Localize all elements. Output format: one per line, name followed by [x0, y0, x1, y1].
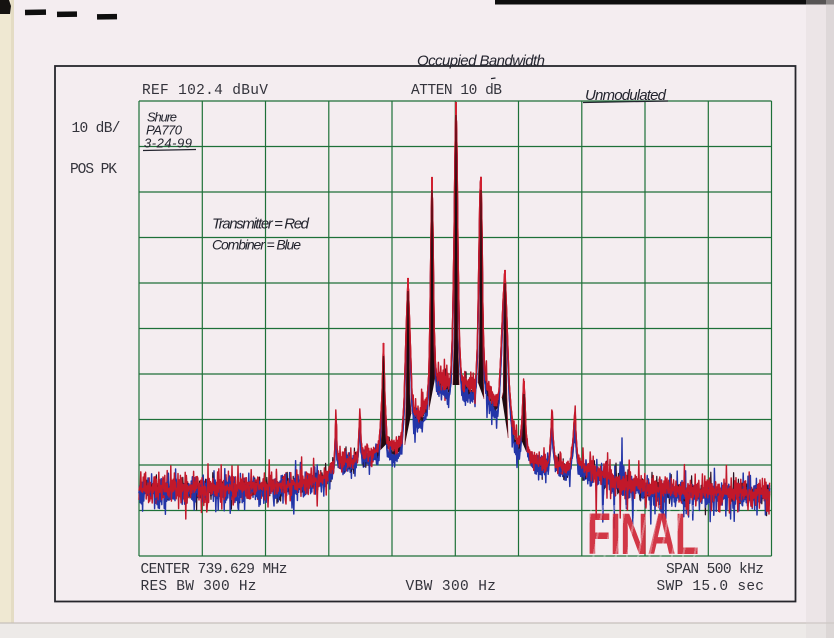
svg-text:Transmitter = Red: Transmitter = Red — [212, 216, 310, 233]
svg-text:SPAN 500 kHz: SPAN 500 kHz — [666, 562, 764, 578]
svg-text:RES BW 300 Hz: RES BW 300 Hz — [141, 579, 257, 595]
svg-text:3-24-99: 3-24-99 — [144, 136, 192, 151]
svg-text:VBW 300 Hz: VBW 300 Hz — [406, 579, 497, 595]
svg-text:Occupied Bandwidth: Occupied Bandwidth — [417, 53, 545, 70]
svg-text:REF 102.4 dBuV: REF 102.4 dBuV — [142, 83, 268, 99]
svg-text:Unmodulated: Unmodulated — [585, 87, 667, 104]
svg-text:ATTEN 10 dB: ATTEN 10 dB — [411, 83, 502, 99]
svg-text:Combiner = Blue: Combiner = Blue — [212, 237, 301, 253]
svg-text:Shure: Shure — [147, 110, 177, 125]
svg-text:PA770: PA770 — [146, 123, 183, 138]
svg-text:10 dB/: 10 dB/ — [72, 121, 121, 137]
svg-text:CENTER 739.629 MHz: CENTER 739.629 MHz — [141, 562, 288, 578]
svg-text:SWP 15.0 sec: SWP 15.0 sec — [657, 579, 765, 595]
svg-text:POS PK: POS PK — [70, 162, 117, 178]
